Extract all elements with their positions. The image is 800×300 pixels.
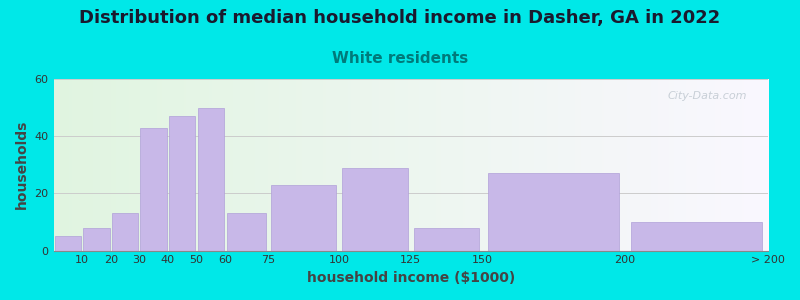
Y-axis label: households: households	[15, 120, 29, 209]
Bar	[141, 128, 166, 250]
Bar	[83, 228, 110, 250]
Bar	[112, 213, 138, 250]
Bar	[488, 173, 619, 250]
Text: Distribution of median household income in Dasher, GA in 2022: Distribution of median household income …	[79, 9, 721, 27]
Bar	[270, 185, 337, 250]
X-axis label: household income ($1000): household income ($1000)	[306, 271, 515, 285]
Bar	[54, 236, 81, 250]
Bar	[226, 213, 266, 250]
Bar	[414, 228, 479, 250]
Bar	[342, 168, 408, 250]
Text: White residents: White residents	[332, 51, 468, 66]
Bar	[198, 108, 224, 250]
Bar	[631, 222, 762, 250]
Bar	[169, 116, 195, 250]
Text: City-Data.com: City-Data.com	[667, 91, 746, 101]
